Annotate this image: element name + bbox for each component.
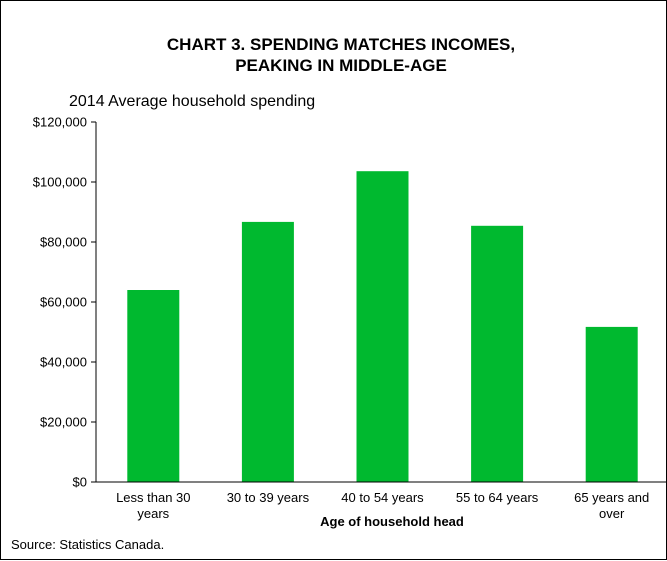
x-axis-label: Age of household head [320, 514, 464, 529]
chart-subtitle: 2014 Average household spending [69, 93, 315, 110]
bar [356, 171, 409, 482]
x-tick-label: 40 to 54 years [341, 490, 424, 505]
y-tick-label: $40,000 [40, 355, 87, 370]
x-tick-label: 65 years and [574, 490, 649, 505]
bar [585, 326, 638, 482]
y-tick-label: $120,000 [33, 115, 87, 130]
x-tick-label: Less than 30 [116, 490, 190, 505]
y-tick-label: $80,000 [40, 235, 87, 250]
y-tick-label: $60,000 [40, 295, 87, 310]
chart-title-line-2: PEAKING IN MIDDLE-AGE [235, 56, 447, 75]
bars [127, 171, 638, 483]
x-tick-label: 30 to 39 years [227, 490, 310, 505]
chart-title-line-1: CHART 3. SPENDING MATCHES INCOMES, [167, 35, 515, 54]
x-tick-label: years [137, 506, 169, 521]
y-tick-label: $20,000 [40, 415, 87, 430]
bar [241, 221, 294, 482]
y-tick-label: $0 [73, 475, 87, 490]
y-tick-label: $100,000 [33, 175, 87, 190]
source-note: Source: Statistics Canada. [11, 537, 164, 552]
x-tick-label: 55 to 64 years [456, 490, 539, 505]
bar [471, 225, 524, 483]
x-tick-label: over [599, 506, 625, 521]
y-axis-ticks: $0 $20,000 $40,000 $60,000 $80,000 $100,000 $1… [33, 115, 96, 490]
bar [127, 290, 180, 482]
